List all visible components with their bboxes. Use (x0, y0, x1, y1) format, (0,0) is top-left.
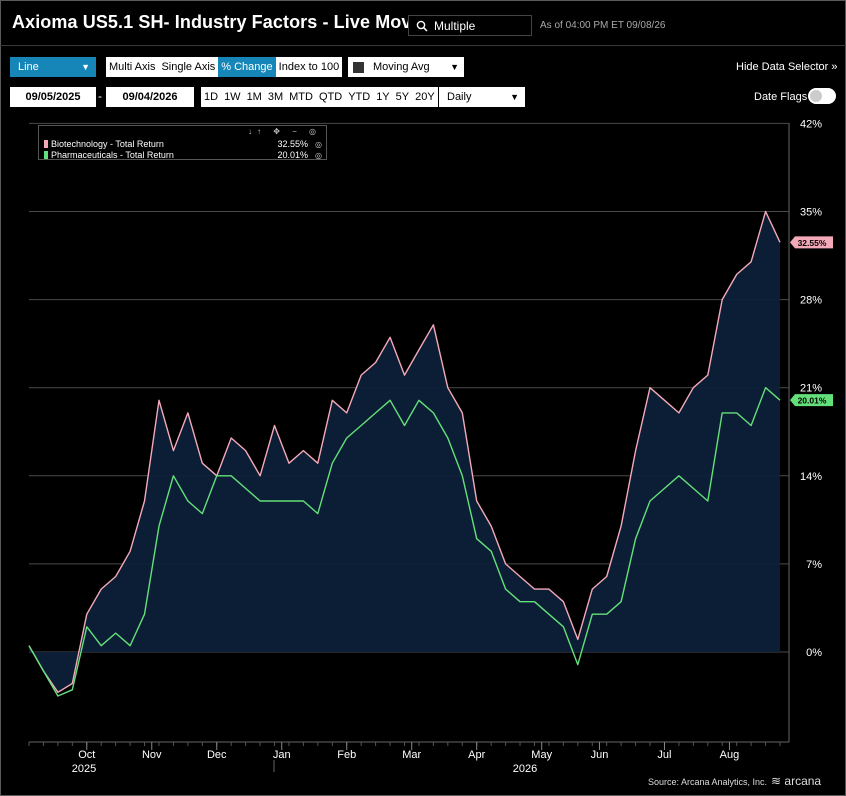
legend-label: Pharmaceuticals - Total Return (51, 150, 174, 160)
moving-avg-dropdown[interactable]: Moving Avg ▼ (348, 57, 464, 77)
chevron-down-icon: ▼ (510, 92, 519, 102)
tag-value: 32.55% (798, 238, 827, 248)
mode-multi-axis[interactable]: Multi Axis (109, 61, 156, 73)
chart-type-label: Line (18, 61, 39, 73)
y-tick-label: 21% (800, 383, 822, 395)
x-tick-label: Dec (207, 749, 227, 761)
legend-swatch (44, 151, 48, 159)
range-1w[interactable]: 1W (224, 91, 241, 103)
as-of-timestamp: As of 04:00 PM ET 09/08/26 (540, 20, 666, 31)
x-tick-label: Jul (657, 749, 671, 761)
x-tick-label: May (531, 749, 552, 761)
range-selector: 1D 1W 1M 3M MTD QTD YTD 1Y 5Y 20Y (201, 87, 438, 107)
range-qtd[interactable]: QTD (318, 91, 343, 103)
tag-value: 20.01% (798, 396, 827, 406)
chart-legend: ↓↑ ✥ − ◎ Biotechnology - Total Return 32… (38, 125, 327, 160)
x-tick-label: Feb (337, 749, 356, 761)
end-date-input[interactable]: 09/04/2026 (106, 87, 194, 107)
page-title: Axioma US5.1 SH- Industry Factors - Live… (12, 12, 439, 32)
mode-percent-change[interactable]: % Change (218, 57, 276, 77)
legend-label: Biotechnology - Total Return (51, 139, 164, 149)
moving-avg-label: Moving Avg (373, 61, 430, 73)
range-20y[interactable]: 20Y (415, 91, 435, 103)
series-line (28, 210, 781, 693)
range-ytd[interactable]: YTD (348, 91, 371, 103)
search-input[interactable]: Multiple (408, 15, 532, 36)
last-value-tag: 32.55% (790, 236, 833, 249)
axis-mode-selector: Multi Axis Single Axis % Change Index to… (106, 57, 343, 77)
range-1d[interactable]: 1D (204, 91, 219, 103)
x-tick-label: Nov (142, 749, 162, 761)
range-1y[interactable]: 1Y (376, 91, 390, 103)
legend-toolbar-icons[interactable]: ↓↑ ✥ − ◎ (247, 127, 321, 136)
legend-item-pharma[interactable]: Pharmaceuticals - Total Return 20.01% ◎ (44, 150, 322, 160)
x-tick-label: Oct (78, 749, 95, 761)
color-swatch-icon (353, 61, 364, 73)
hide-data-selector-link[interactable]: Hide Data Selector » (736, 61, 838, 73)
x-tick-label: Apr (468, 749, 485, 761)
x-tick-label: Aug (720, 749, 740, 761)
interval-dropdown[interactable]: Daily ▼ (439, 87, 525, 107)
eye-icon[interactable]: ◎ (315, 150, 322, 160)
tag-shape (790, 394, 833, 407)
eye-icon[interactable]: ◎ (315, 139, 322, 149)
y-tick-label: 42% (800, 118, 822, 130)
series-line (28, 387, 781, 697)
search-value: Multiple (434, 18, 476, 33)
brand-mark-icon: ≋ (771, 774, 782, 788)
x-tick-label: Jun (591, 749, 609, 761)
year-label: 2026 (513, 763, 537, 775)
mode-single-axis[interactable]: Single Axis (161, 61, 216, 73)
brand-logo: ≋ arcana (771, 774, 821, 788)
range-3m[interactable]: 3M (267, 91, 284, 103)
source-note: Source: Arcana Analytics, Inc. (648, 777, 768, 787)
year-label: 2025 (72, 763, 96, 775)
legend-swatch (44, 140, 48, 148)
x-tick-label: Mar (402, 749, 421, 761)
chart-type-dropdown[interactable]: Line ▼ (10, 57, 96, 77)
search-icon (416, 20, 428, 32)
interval-label: Daily (447, 91, 472, 103)
chevron-down-icon: ▼ (81, 62, 90, 72)
x-tick-label: Jan (273, 749, 291, 761)
line-chart: 42%35%28%21%14%7%0%32.55%20.01%Oct Nov Dec… (28, 118, 833, 775)
y-tick-label: 0% (806, 647, 822, 659)
last-value-tag: 20.01% (790, 394, 833, 407)
area-fill (29, 211, 780, 693)
tag-shape (790, 236, 833, 249)
y-tick-label: 14% (800, 471, 822, 483)
date-separator: - (98, 89, 102, 103)
legend-value: 32.55% (277, 139, 308, 149)
range-mtd[interactable]: MTD (289, 91, 313, 103)
range-1m[interactable]: 1M (246, 91, 262, 103)
legend-item-biotech[interactable]: Biotechnology - Total Return 32.55% ◎ (44, 139, 322, 149)
range-5y[interactable]: 5Y (395, 91, 410, 103)
y-tick-label: 7% (806, 559, 822, 571)
mode-index-to-100[interactable]: Index to 100 (278, 61, 340, 73)
toggle-knob (810, 90, 822, 102)
date-flags-label: Date Flags (754, 91, 808, 103)
legend-value: 20.01% (277, 150, 308, 160)
y-tick-label: 28% (800, 295, 822, 307)
chevron-down-icon: ▼ (450, 62, 459, 72)
header-divider (0, 45, 846, 46)
start-date-input[interactable]: 09/05/2025 (10, 87, 96, 107)
date-flags-toggle[interactable] (808, 88, 836, 104)
y-tick-label: 35% (800, 207, 822, 219)
brand-name: arcana (784, 774, 822, 788)
